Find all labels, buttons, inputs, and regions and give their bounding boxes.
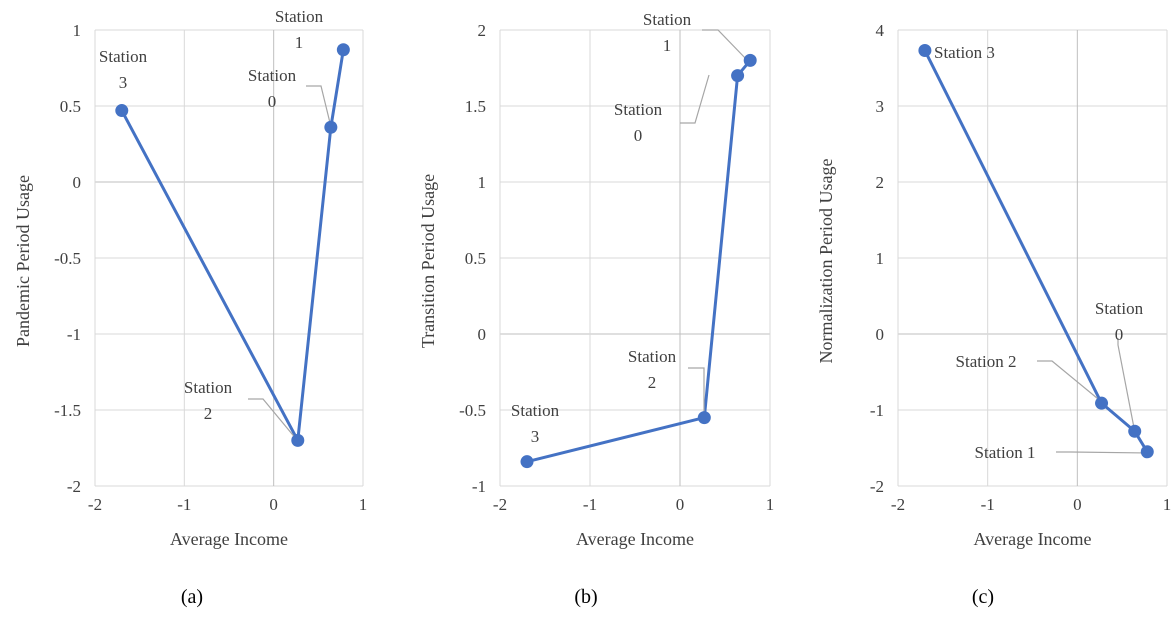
y-tick-label: 3 [876,97,885,116]
x-tick-label: 0 [676,495,685,514]
y-tick-label: 2 [478,21,487,40]
y-tick-label: -2 [67,477,81,496]
data-label-station-0: Station 0 [614,100,663,145]
x-tick-label: 1 [766,495,775,514]
y-tick-label: -1 [67,325,81,344]
y-tick-label: 0 [73,173,82,192]
y-tick-label: 4 [876,21,885,40]
label-leader-line [680,74,710,124]
data-label-station-2: Station 2 [956,352,1017,371]
y-tick-label: 1.5 [465,97,486,116]
y-tick-label: 1 [876,249,885,268]
data-label-station-3: Station 3 [511,401,560,446]
x-axis-title: Average Income [973,529,1091,549]
data-label-station-1: Station 1 [975,443,1036,462]
label-leader-line [702,29,749,62]
y-axis-title: Pandemic Period Usage [13,175,33,347]
y-tick-label: 2 [876,173,885,192]
data-label-station-2: Station 2 [184,378,233,423]
x-tick-label: 1 [1163,495,1172,514]
label-leader-line [688,367,705,419]
data-point-station-3 [520,455,534,469]
y-tick-label: -1 [870,401,884,420]
chart-a: -2 -1.5 -1 -0.5 0 0.5 1 -2 -1 0 1 Average Income Pan… [13,7,367,549]
data-point-station-0 [1128,424,1142,438]
data-point-station-1 [1140,445,1154,459]
data-label-station-0: Station 0 [1095,299,1144,344]
data-point-station-2 [697,411,711,425]
chart-c: -2 -1 0 1 2 3 4 -2 -1 0 1 Average Income Normalizati… [816,21,1171,549]
data-point-station-0 [324,120,338,134]
y-axis-title: Transition Period Usage [418,174,438,348]
data-label-station-2: Station 2 [628,347,677,392]
y-tick-label: 0.5 [60,97,81,116]
data-point-station-1 [336,43,350,57]
label-leader-line [1117,338,1136,434]
x-tick-label: 1 [359,495,368,514]
x-tick-label: -2 [88,495,102,514]
x-tick-label: -1 [583,495,597,514]
data-point-station-1 [743,53,757,67]
label-leader-line [1037,360,1104,404]
y-axis-title: Normalization Period Usage [816,159,836,364]
x-tick-label: 0 [269,495,278,514]
data-label-station-0: Station 0 [248,66,297,111]
caption-c: (c) [971,586,995,608]
series-line [120,49,345,442]
caption-a: (a) [180,586,204,608]
x-tick-label: -2 [891,495,905,514]
y-tick-label: 0 [876,325,885,344]
data-label-station-3: Station 3 [934,43,995,62]
y-tick-label: 0.5 [465,249,486,268]
data-label-station-1: Station 1 [275,7,324,52]
data-point-station-0 [731,69,745,83]
y-tick-label: 1 [73,21,82,40]
y-tick-label: -0.5 [54,249,81,268]
data-point-station-3 [115,104,129,118]
series-line [923,49,1149,453]
y-tick-label: 0 [478,325,487,344]
y-tick-label: -1.5 [54,401,81,420]
data-label-station-1: Station 1 [643,10,692,55]
label-leader-line [306,85,332,128]
x-tick-label: -1 [981,495,995,514]
data-point-station-2 [291,433,305,447]
x-tick-label: -1 [177,495,191,514]
y-tick-label: 1 [478,173,487,192]
y-tick-label: -2 [870,477,884,496]
chart-b: -1 -0.5 0 0.5 1 1.5 2 -2 -1 0 1 Average Income Trans… [418,10,774,549]
x-axis-title: Average Income [170,529,288,549]
label-leader-line [248,398,298,441]
y-tick-label: -1 [472,477,486,496]
data-point-station-3 [918,44,932,58]
caption-b: (b) [574,586,598,608]
series-line [526,59,752,464]
x-tick-label: 0 [1073,495,1082,514]
x-tick-label: -2 [493,495,507,514]
x-axis-title: Average Income [576,529,694,549]
data-point-station-2 [1095,396,1109,410]
y-tick-label: -0.5 [459,401,486,420]
label-leader-line [1056,451,1149,454]
data-label-station-3: Station 3 [99,47,148,92]
